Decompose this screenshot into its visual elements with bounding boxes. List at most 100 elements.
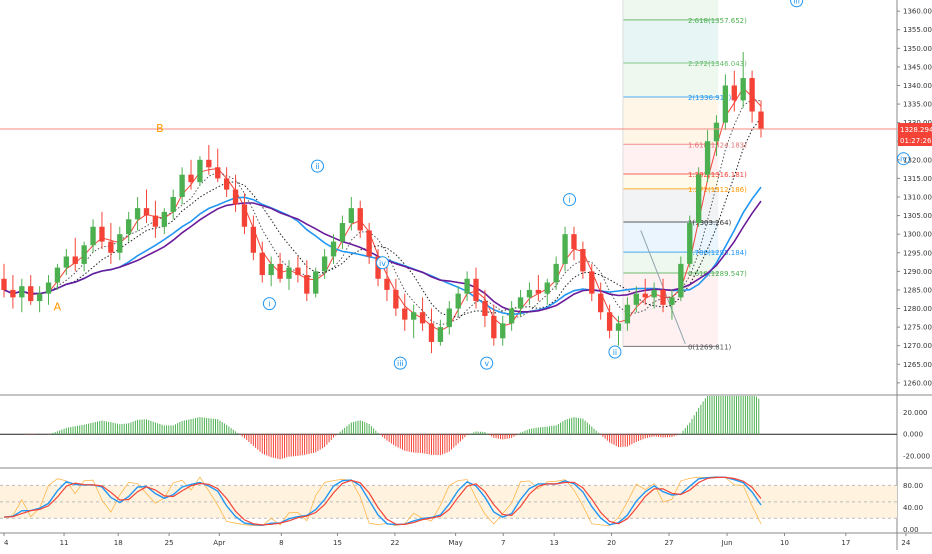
candle[interactable] xyxy=(179,167,185,205)
candle[interactable] xyxy=(580,241,586,279)
candle[interactable] xyxy=(669,289,675,320)
candle[interactable] xyxy=(749,70,755,123)
candle-body xyxy=(446,308,452,328)
fib-zone xyxy=(622,96,719,145)
candle[interactable] xyxy=(393,278,399,316)
candle[interactable] xyxy=(473,267,479,309)
candle[interactable] xyxy=(348,197,355,231)
candle[interactable] xyxy=(188,159,194,190)
candle[interactable] xyxy=(232,174,239,212)
candle[interactable] xyxy=(562,226,568,272)
candle[interactable] xyxy=(410,304,417,339)
candle[interactable] xyxy=(250,215,257,261)
candle[interactable] xyxy=(731,70,737,112)
candle[interactable] xyxy=(437,319,444,346)
candle[interactable] xyxy=(526,282,533,305)
candle[interactable] xyxy=(223,167,230,197)
candle[interactable] xyxy=(598,282,604,320)
candle[interactable] xyxy=(330,234,337,264)
candle[interactable] xyxy=(695,167,702,227)
candle-body xyxy=(117,234,123,253)
candle[interactable] xyxy=(517,289,524,316)
candle[interactable] xyxy=(268,256,274,287)
candle[interactable] xyxy=(63,249,70,276)
candle[interactable] xyxy=(304,260,310,302)
candle[interactable] xyxy=(277,252,283,283)
candle[interactable] xyxy=(54,263,61,290)
candle[interactable] xyxy=(197,156,203,186)
candle[interactable] xyxy=(19,278,25,313)
candle[interactable] xyxy=(28,275,34,305)
candle[interactable] xyxy=(704,130,711,183)
candle[interactable] xyxy=(134,197,141,231)
candle-body xyxy=(544,282,550,294)
candle[interactable] xyxy=(81,241,87,272)
candle[interactable] xyxy=(384,263,390,302)
candle[interactable] xyxy=(624,297,631,331)
candle[interactable] xyxy=(464,271,470,302)
candle[interactable] xyxy=(687,215,693,268)
candle-body xyxy=(642,293,648,298)
candle[interactable] xyxy=(99,211,105,250)
candle[interactable] xyxy=(321,249,328,279)
candle[interactable] xyxy=(366,223,372,264)
candle-body xyxy=(277,263,283,279)
candle[interactable] xyxy=(143,189,150,224)
candle[interactable] xyxy=(10,275,16,309)
candle[interactable] xyxy=(758,100,764,138)
candle[interactable] xyxy=(428,308,435,354)
candle[interactable] xyxy=(357,200,363,238)
candle[interactable] xyxy=(117,226,123,261)
candle[interactable] xyxy=(126,211,132,242)
candle[interactable] xyxy=(508,301,515,331)
candle[interactable] xyxy=(500,315,506,346)
candle[interactable] xyxy=(1,263,7,298)
candle-body xyxy=(517,297,524,309)
candle[interactable] xyxy=(375,249,381,287)
candle[interactable] xyxy=(45,275,52,305)
candle[interactable] xyxy=(152,200,159,238)
candle[interactable] xyxy=(206,144,212,175)
candle[interactable] xyxy=(259,241,265,283)
fib-zone xyxy=(622,0,719,20)
candle-body xyxy=(410,312,417,320)
candle[interactable] xyxy=(544,278,550,305)
stochastic-tick-label: 80.00 xyxy=(903,482,923,490)
candle[interactable] xyxy=(286,260,292,290)
candle[interactable] xyxy=(455,286,461,316)
candle[interactable] xyxy=(339,215,346,250)
candle[interactable] xyxy=(241,193,248,235)
candle[interactable] xyxy=(215,148,221,183)
candle[interactable] xyxy=(535,275,542,302)
candle[interactable] xyxy=(642,278,648,305)
candle[interactable] xyxy=(660,278,666,313)
candle[interactable] xyxy=(313,267,319,298)
candle[interactable] xyxy=(295,256,301,283)
candle[interactable] xyxy=(402,293,408,331)
candle[interactable] xyxy=(90,219,96,253)
candle[interactable] xyxy=(419,297,426,331)
candle[interactable] xyxy=(36,286,43,313)
candle[interactable] xyxy=(108,223,114,264)
candle[interactable] xyxy=(553,256,559,290)
candle-body xyxy=(339,223,346,242)
candle[interactable] xyxy=(482,289,488,328)
candle[interactable] xyxy=(651,282,657,309)
candle-body xyxy=(197,159,203,183)
candle[interactable] xyxy=(491,304,497,346)
candle[interactable] xyxy=(161,208,167,235)
candle[interactable] xyxy=(589,263,595,302)
candle[interactable] xyxy=(72,237,78,272)
candle[interactable] xyxy=(713,115,720,157)
candle[interactable] xyxy=(606,304,613,339)
candle[interactable] xyxy=(571,226,577,261)
candle[interactable] xyxy=(446,301,452,335)
candle[interactable] xyxy=(633,286,639,313)
candle[interactable] xyxy=(722,74,729,131)
candle[interactable] xyxy=(615,315,622,346)
candle[interactable] xyxy=(740,52,746,108)
candle[interactable] xyxy=(678,256,684,302)
candle[interactable] xyxy=(170,189,176,220)
